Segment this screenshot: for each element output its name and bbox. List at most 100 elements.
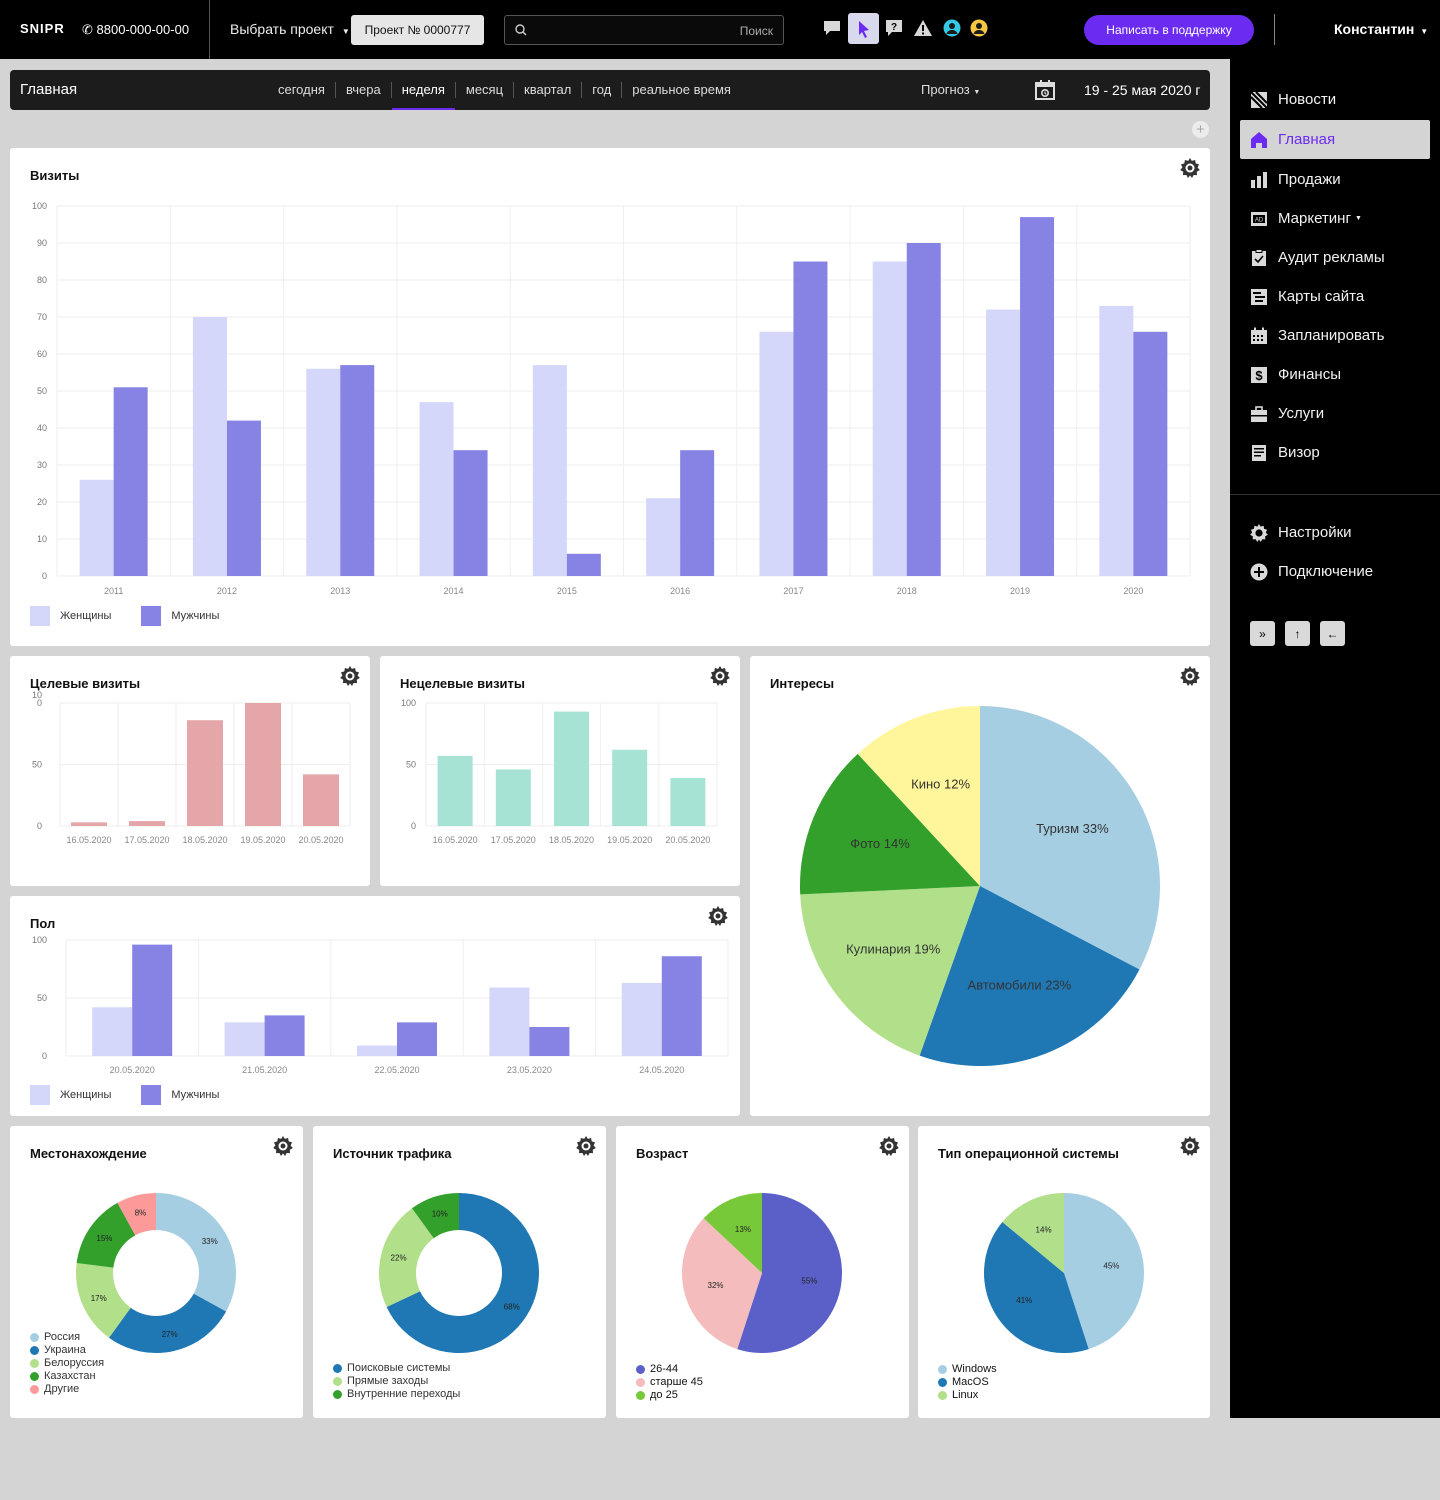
bar[interactable] <box>646 498 681 576</box>
help-icon[interactable]: ? <box>883 17 905 39</box>
tab-month[interactable]: месяц <box>456 82 515 98</box>
gear-icon[interactable] <box>1180 666 1200 686</box>
bar[interactable] <box>566 553 601 576</box>
scroll-up-button[interactable]: ↑ <box>1285 621 1310 646</box>
bar[interactable] <box>680 450 715 576</box>
gear-icon[interactable] <box>340 666 360 686</box>
sidebar-item-services[interactable]: Услуги <box>1240 394 1430 433</box>
sidebar-item-sales[interactable]: Продажи <box>1240 160 1430 199</box>
bar[interactable] <box>661 956 702 1056</box>
sidebar-item-finance[interactable]: $ Финансы <box>1240 355 1430 394</box>
bar[interactable] <box>224 1022 265 1056</box>
bar[interactable] <box>793 261 828 577</box>
gear-icon[interactable] <box>1180 1136 1200 1156</box>
sidebar-item-marketing[interactable]: AD Маркетинг ▼ <box>1240 199 1430 238</box>
tab-quarter[interactable]: квартал <box>514 82 583 98</box>
bar[interactable] <box>397 1022 437 1056</box>
sidebar-item-ad-audit[interactable]: Аудит рекламы <box>1240 238 1430 277</box>
bar[interactable] <box>495 769 531 826</box>
bar[interactable] <box>129 821 165 826</box>
expand-button[interactable]: » <box>1250 621 1275 646</box>
y-tick-label: 50 <box>406 760 416 770</box>
pie-slice[interactable] <box>1002 1193 1064 1273</box>
bar[interactable] <box>132 944 173 1056</box>
bar[interactable] <box>612 749 648 826</box>
bar[interactable] <box>437 755 473 826</box>
pie-slice[interactable] <box>737 1193 842 1353</box>
date-range[interactable]: 19 - 25 мая 2020 г <box>1084 82 1201 98</box>
bar[interactable] <box>489 987 530 1056</box>
pie-slice[interactable] <box>800 886 980 1056</box>
gear-icon[interactable] <box>879 1136 899 1156</box>
bar[interactable] <box>303 774 339 826</box>
bar[interactable] <box>670 778 706 826</box>
bar[interactable] <box>986 309 1021 576</box>
x-tick-label: 17.05.2020 <box>491 835 536 845</box>
gear-icon[interactable] <box>576 1136 596 1156</box>
bar[interactable] <box>357 1045 397 1056</box>
pie-slice[interactable] <box>800 753 980 895</box>
gear-icon[interactable] <box>708 906 728 926</box>
sidebar-item-home[interactable]: Главная <box>1240 120 1430 159</box>
gear-icon[interactable] <box>273 1136 293 1156</box>
sidebar-item-connection[interactable]: Подключение <box>1240 552 1430 591</box>
bar[interactable] <box>79 479 114 576</box>
bar[interactable] <box>621 982 662 1056</box>
tab-today[interactable]: сегодня <box>268 82 336 98</box>
user-yellow-icon[interactable] <box>968 17 990 39</box>
back-button[interactable]: ← <box>1320 621 1345 646</box>
tab-year[interactable]: год <box>582 82 623 98</box>
bar[interactable] <box>532 365 567 576</box>
pie-slice[interactable] <box>682 1218 762 1350</box>
pie-slice[interactable] <box>703 1193 762 1273</box>
gear-icon[interactable] <box>710 666 730 686</box>
bar[interactable] <box>245 703 281 826</box>
chat-icon[interactable] <box>821 17 843 39</box>
add-widget-button[interactable]: + <box>1192 121 1209 138</box>
bar[interactable] <box>419 402 454 576</box>
bar[interactable] <box>554 711 589 826</box>
sidebar-item-vizor[interactable]: Визор <box>1240 433 1430 472</box>
sidebar-item-settings[interactable]: Настройки <box>1240 513 1430 552</box>
gear-icon[interactable] <box>1180 158 1200 178</box>
warning-icon[interactable] <box>912 17 934 39</box>
forecast-dropdown[interactable]: Прогноз ▼ <box>921 82 980 97</box>
bar[interactable] <box>906 243 941 576</box>
user-menu[interactable]: Константин ▼ <box>1334 21 1428 37</box>
project-number-button[interactable]: Проект № 0000777 <box>351 15 484 45</box>
pie-slice[interactable] <box>857 706 980 886</box>
tab-week[interactable]: неделя <box>391 82 456 110</box>
user-blue-icon[interactable] <box>941 17 963 39</box>
search-input[interactable]: Поиск <box>504 15 784 45</box>
bar[interactable] <box>187 720 223 826</box>
bar[interactable] <box>264 1015 305 1056</box>
project-select[interactable]: Выбрать проект ▼ <box>230 21 350 37</box>
bar[interactable] <box>1020 217 1055 576</box>
cursor-icon[interactable] <box>848 13 879 44</box>
bar[interactable] <box>759 331 794 576</box>
pie-slice[interactable] <box>984 1222 1089 1353</box>
tab-yesterday[interactable]: вчера <box>336 82 392 98</box>
bar[interactable] <box>192 317 227 576</box>
pie-slice[interactable] <box>980 706 1160 970</box>
bar[interactable] <box>529 1027 570 1056</box>
bar[interactable] <box>872 261 907 577</box>
bar[interactable] <box>306 368 341 576</box>
bar[interactable] <box>453 450 488 576</box>
pie-slice[interactable] <box>1064 1193 1144 1350</box>
sidebar-item-news[interactable]: Новости <box>1240 80 1430 119</box>
calendar-icon[interactable] <box>1034 79 1056 106</box>
support-button[interactable]: Написать в поддержку <box>1084 15 1254 45</box>
bar[interactable] <box>1099 305 1134 576</box>
pie-slice[interactable] <box>919 886 1140 1066</box>
bar[interactable] <box>113 387 148 576</box>
sidebar-item-sitemap[interactable]: Карты сайта <box>1240 277 1430 316</box>
bar[interactable] <box>92 1007 133 1056</box>
logo[interactable]: SNIPR <box>20 21 65 36</box>
sidebar-item-schedule[interactable]: Запланировать <box>1240 316 1430 355</box>
bar[interactable] <box>71 822 107 826</box>
bar[interactable] <box>340 365 375 576</box>
tab-realtime[interactable]: реальное время <box>632 82 731 97</box>
bar[interactable] <box>226 420 261 576</box>
bar[interactable] <box>1133 331 1168 576</box>
